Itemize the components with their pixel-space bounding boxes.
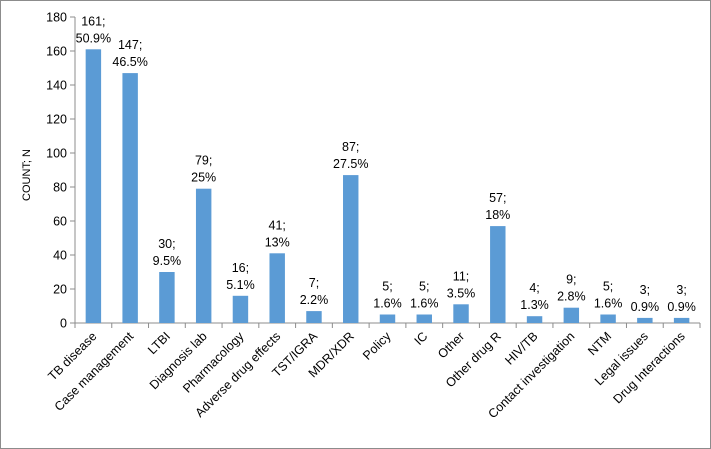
- data-label-count: 11;: [453, 269, 469, 283]
- x-tick-label: NTM: [585, 329, 614, 358]
- data-label-percent: 13%: [265, 235, 290, 249]
- data-label-count: 5;: [603, 280, 613, 294]
- data-label-percent: 2.8%: [557, 290, 586, 304]
- data-label-count: 16;: [232, 261, 249, 275]
- data-label-count: 79;: [195, 154, 212, 168]
- data-label-count: 3;: [676, 283, 686, 297]
- x-tick-label: IC: [412, 329, 431, 348]
- y-tick-label: 120: [46, 113, 67, 127]
- bar: [600, 314, 616, 323]
- data-label-count: 87;: [342, 140, 359, 154]
- data-label-count: 5;: [419, 280, 429, 294]
- y-tick-label: 20: [53, 283, 67, 297]
- data-label-percent: 27.5%: [333, 157, 368, 171]
- bar: [416, 314, 432, 323]
- bar: [269, 253, 285, 323]
- data-labels: 161; 50.9% 147; 46.5% 30; 9.5% 79; 25% 16; 5.1% 41…: [76, 14, 696, 314]
- bars: [85, 49, 690, 324]
- data-label-count: 5;: [382, 280, 392, 294]
- y-tick-label: 0: [60, 317, 67, 331]
- y-tick-label: 40: [53, 249, 67, 263]
- bar: [343, 175, 359, 323]
- y-tick-label: 100: [46, 147, 67, 161]
- bar: [526, 316, 543, 323]
- data-label-percent: 1.3%: [520, 298, 549, 312]
- data-label-percent: 9.5%: [153, 254, 182, 268]
- data-label-percent: 0.9%: [631, 300, 660, 314]
- data-label-percent: 2.2%: [300, 293, 329, 307]
- bar: [453, 304, 469, 323]
- data-label-count: 9;: [566, 273, 576, 287]
- data-label-count: 161;: [81, 14, 105, 28]
- bar: [637, 317, 653, 323]
- bar: [490, 226, 506, 323]
- data-label-count: 41;: [269, 218, 286, 232]
- y-tick-label: 180: [46, 11, 67, 25]
- y-tick-label: 140: [46, 79, 67, 93]
- y-tick-label: 60: [53, 215, 67, 229]
- bar: [232, 295, 249, 323]
- bar: [159, 272, 175, 323]
- bar: [85, 49, 102, 324]
- data-label-percent: 18%: [485, 208, 510, 222]
- x-tick-label: LTBI: [145, 329, 173, 357]
- data-label-percent: 46.5%: [112, 55, 147, 69]
- data-label-count: 4;: [529, 281, 539, 295]
- data-label-count: 147;: [118, 38, 142, 52]
- y-tick-label: 160: [46, 45, 67, 59]
- y-axis-title: COUNT; N: [21, 149, 33, 201]
- bar: [379, 314, 396, 323]
- bar: [122, 73, 138, 323]
- bar: [306, 311, 322, 323]
- data-label-count: 7;: [309, 276, 319, 290]
- x-tick-label: Other: [435, 329, 467, 361]
- data-label-count: 30;: [158, 237, 175, 251]
- bar: [563, 307, 580, 323]
- data-label-percent: 25%: [191, 171, 216, 185]
- data-label-count: 3;: [640, 283, 650, 297]
- data-label-percent: 1.6%: [373, 297, 402, 311]
- data-label-percent: 1.6%: [594, 297, 623, 311]
- data-label-percent: 50.9%: [76, 31, 111, 45]
- x-tick-label: Policy: [360, 329, 394, 363]
- bar: [195, 188, 212, 323]
- data-label-percent: 0.9%: [667, 300, 696, 314]
- bar: [673, 317, 690, 323]
- data-label-count: 57;: [489, 191, 506, 205]
- y-tick-label: 80: [53, 181, 67, 195]
- data-label-percent: 1.6%: [410, 297, 439, 311]
- data-label-percent: 3.5%: [447, 286, 476, 300]
- data-label-percent: 5.1%: [226, 278, 255, 292]
